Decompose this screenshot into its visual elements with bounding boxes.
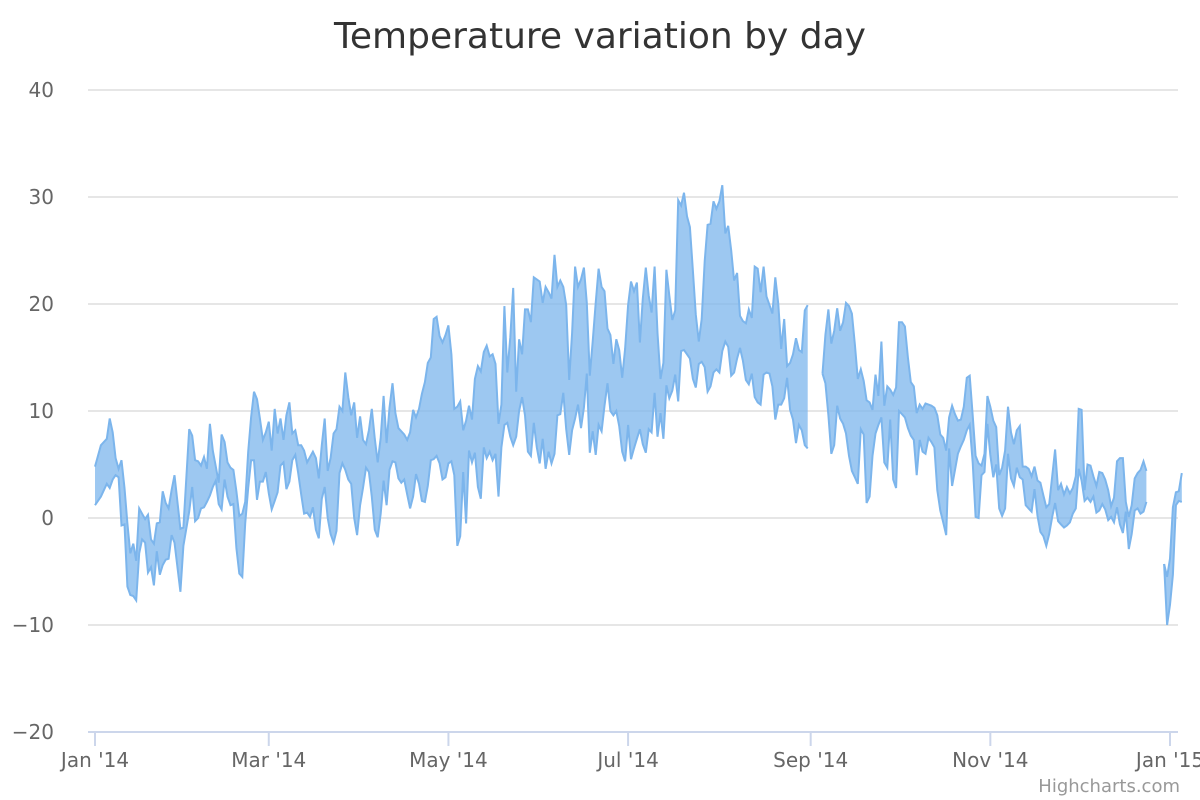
x-tick-label: Jul '14 (595, 748, 658, 772)
x-tick-label: Nov '14 (952, 748, 1028, 772)
range-low-line (1163, 499, 1183, 626)
range-high-line (1163, 472, 1183, 578)
y-tick-label: 0 (41, 506, 54, 530)
x-tick-label: Jan '15 (1134, 748, 1200, 772)
range-low-line (94, 338, 809, 604)
y-axis-labels: 40 30 20 10 0 −10 −20 (12, 78, 54, 744)
range-area[interactable] (1164, 473, 1182, 625)
x-tick-label: Jan '14 (59, 748, 129, 772)
range-area[interactable] (95, 185, 808, 601)
x-axis-labels: Jan '14 Mar '14 May '14 Jul '14 Sep '14 Nov '… (59, 732, 1200, 772)
range-high-line (821, 300, 1148, 518)
y-tick-label: 10 (29, 399, 54, 423)
range-low-line (821, 373, 1148, 550)
x-tick-label: May '14 (409, 748, 488, 772)
y-tick-label: 30 (29, 185, 54, 209)
range-area[interactable] (822, 302, 1147, 549)
y-tick-label: 20 (29, 292, 54, 316)
y-tick-label: 40 (29, 78, 54, 102)
x-tick-label: Sep '14 (773, 748, 848, 772)
y-tick-label: −20 (12, 720, 54, 744)
range-high-line (94, 185, 809, 561)
chart-title: Temperature variation by day (333, 16, 866, 57)
series-layer (94, 185, 1183, 626)
y-tick-label: −10 (12, 613, 54, 637)
credits-link[interactable]: Highcharts.com (1038, 776, 1180, 797)
x-tick-label: Mar '14 (231, 748, 306, 772)
